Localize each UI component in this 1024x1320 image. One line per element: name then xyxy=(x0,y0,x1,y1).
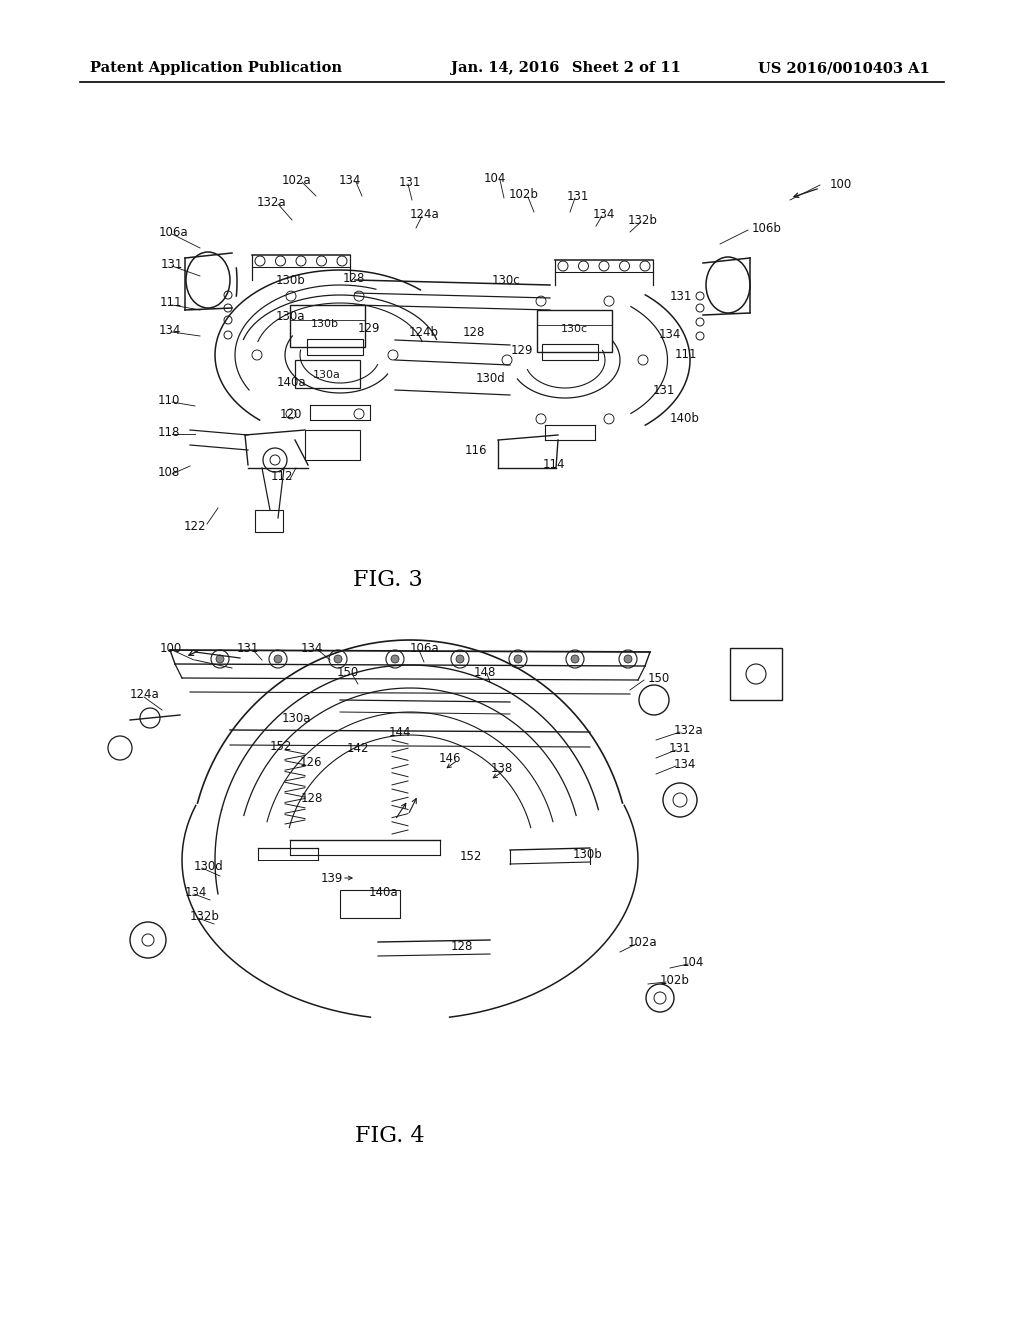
Text: 134: 134 xyxy=(159,323,181,337)
Text: 128: 128 xyxy=(301,792,324,804)
Text: US 2016/0010403 A1: US 2016/0010403 A1 xyxy=(758,61,930,75)
Text: 116: 116 xyxy=(465,444,487,457)
Text: 124a: 124a xyxy=(411,207,440,220)
Text: 140a: 140a xyxy=(276,376,306,389)
Text: Patent Application Publication: Patent Application Publication xyxy=(90,61,342,75)
Circle shape xyxy=(514,655,522,663)
Text: 130a: 130a xyxy=(275,309,305,322)
Text: 150: 150 xyxy=(648,672,671,685)
Text: 150: 150 xyxy=(337,665,359,678)
Bar xyxy=(340,890,400,917)
Text: 124a: 124a xyxy=(130,689,160,701)
Text: 120: 120 xyxy=(280,408,302,421)
Text: 131: 131 xyxy=(670,289,692,302)
Text: 130b: 130b xyxy=(276,273,306,286)
Text: 104: 104 xyxy=(682,956,705,969)
Text: 130d: 130d xyxy=(476,371,506,384)
Text: 140b: 140b xyxy=(670,412,699,425)
Text: Jan. 14, 2016  Sheet 2 of 11: Jan. 14, 2016 Sheet 2 of 11 xyxy=(451,61,680,75)
Text: 118: 118 xyxy=(158,425,180,438)
Text: 129: 129 xyxy=(357,322,380,334)
Text: 142: 142 xyxy=(347,742,370,755)
Text: 106a: 106a xyxy=(159,226,188,239)
Text: 106a: 106a xyxy=(410,642,439,655)
Text: 102a: 102a xyxy=(282,173,311,186)
Circle shape xyxy=(334,655,342,663)
Text: 138: 138 xyxy=(490,762,513,775)
Text: 132b: 132b xyxy=(190,909,220,923)
Text: 128: 128 xyxy=(451,940,473,953)
Text: 134: 134 xyxy=(659,327,681,341)
Text: 146: 146 xyxy=(438,751,461,764)
Text: 102b: 102b xyxy=(509,189,539,202)
Text: 140a: 140a xyxy=(369,886,397,899)
Text: 139: 139 xyxy=(321,871,343,884)
Text: 110: 110 xyxy=(158,393,180,407)
Text: 131: 131 xyxy=(237,642,259,655)
Circle shape xyxy=(624,655,632,663)
Text: 100: 100 xyxy=(160,642,182,655)
Text: FIG. 4: FIG. 4 xyxy=(355,1125,425,1147)
Text: 111: 111 xyxy=(160,297,182,309)
Text: 134: 134 xyxy=(674,758,696,771)
Text: 130b: 130b xyxy=(573,847,603,861)
Text: 152: 152 xyxy=(460,850,482,862)
Text: 124b: 124b xyxy=(409,326,439,339)
Bar xyxy=(542,345,598,360)
Text: 132a: 132a xyxy=(674,723,703,737)
Text: 128: 128 xyxy=(343,272,366,285)
Text: 134: 134 xyxy=(593,207,615,220)
Text: 108: 108 xyxy=(158,466,180,479)
Text: 131: 131 xyxy=(669,742,691,755)
Text: 131: 131 xyxy=(161,257,183,271)
Circle shape xyxy=(274,655,282,663)
Text: 148: 148 xyxy=(474,665,497,678)
Text: 112: 112 xyxy=(270,470,293,483)
Text: 106b: 106b xyxy=(752,222,782,235)
Text: 126: 126 xyxy=(300,755,323,768)
Bar xyxy=(730,648,782,700)
Text: 102b: 102b xyxy=(660,974,690,986)
Text: 132a: 132a xyxy=(256,195,286,209)
Text: 130c: 130c xyxy=(492,273,520,286)
Text: 100: 100 xyxy=(830,178,852,191)
Circle shape xyxy=(456,655,464,663)
Text: 144: 144 xyxy=(389,726,412,738)
Text: 134: 134 xyxy=(301,642,324,655)
Text: 131: 131 xyxy=(653,384,676,396)
Text: 130b: 130b xyxy=(311,319,339,329)
Text: 134: 134 xyxy=(185,886,208,899)
Text: 131: 131 xyxy=(567,190,589,202)
Text: 132b: 132b xyxy=(628,214,658,227)
Text: 104: 104 xyxy=(483,172,506,185)
Bar xyxy=(307,339,362,355)
Text: 114: 114 xyxy=(543,458,565,470)
Circle shape xyxy=(571,655,579,663)
Bar xyxy=(305,430,360,459)
Text: 134: 134 xyxy=(339,173,361,186)
Circle shape xyxy=(391,655,399,663)
Text: 130a: 130a xyxy=(313,370,341,380)
Text: FIG. 3: FIG. 3 xyxy=(353,569,423,591)
Text: 128: 128 xyxy=(463,326,485,339)
Text: 102a: 102a xyxy=(628,936,657,949)
Text: 129: 129 xyxy=(511,343,534,356)
Text: 152: 152 xyxy=(269,739,292,752)
Text: 130a: 130a xyxy=(282,711,310,725)
Text: 111: 111 xyxy=(675,347,697,360)
Text: 131: 131 xyxy=(398,176,421,189)
Text: 130d: 130d xyxy=(194,859,224,873)
Circle shape xyxy=(216,655,224,663)
Text: 122: 122 xyxy=(183,520,206,532)
Text: 130c: 130c xyxy=(560,323,588,334)
Bar xyxy=(255,510,283,532)
